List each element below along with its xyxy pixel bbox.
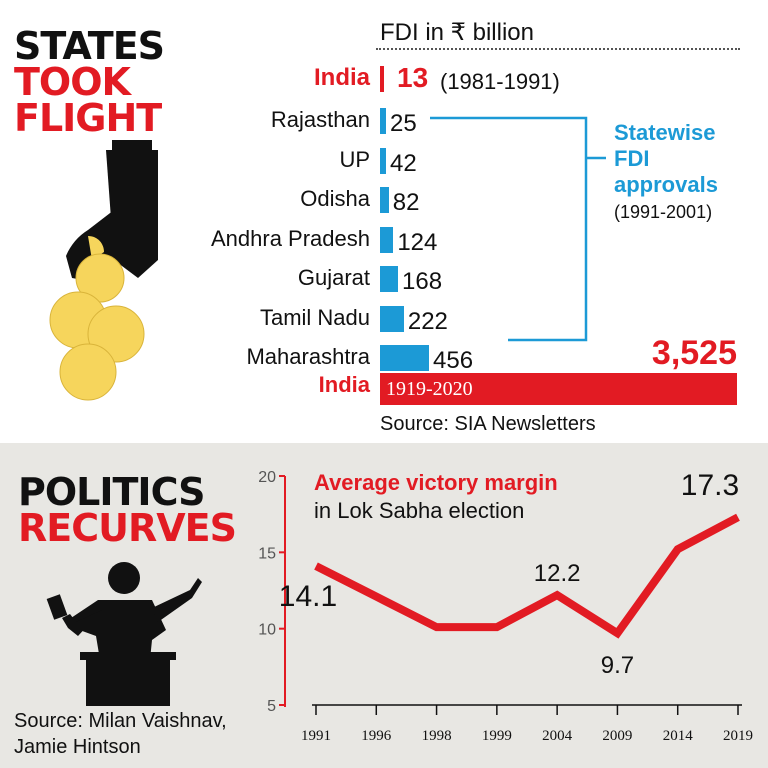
headline-line-2: TOOK (14, 60, 131, 104)
point-label: 12.2 (534, 560, 581, 587)
state-bar (380, 187, 389, 213)
fdi-title: FDI in ₹ billion (380, 19, 534, 46)
victory-margin-line (314, 513, 740, 639)
x-tick-label: 2014 (663, 728, 694, 744)
x-tick-label: 2004 (542, 728, 573, 744)
politics-headline-1: POLITICS (18, 470, 206, 514)
y-tick-label: 15 (258, 545, 276, 562)
india-label-1981: India (313, 64, 370, 91)
state-value: 124 (397, 228, 438, 256)
bracket-period: (1991-2001) (614, 202, 713, 222)
y-tick-label: 10 (258, 622, 276, 639)
politician-speaking-icon (46, 562, 202, 706)
india-1981-bar (380, 66, 384, 92)
state-value: 25 (390, 110, 417, 137)
y-tick-label: 20 (258, 469, 276, 486)
y-tick-label: 5 (267, 698, 276, 715)
state-label: Gujarat (297, 265, 370, 290)
x-tick-label: 1999 (482, 728, 512, 744)
state-bar (380, 345, 429, 371)
point-label: 14.1 (279, 580, 337, 613)
state-label: Andhra Pradesh (211, 225, 370, 251)
state-label: Tamil Nadu (259, 304, 370, 330)
state-label: UP (339, 146, 370, 172)
x-tick-label: 1991 (301, 728, 331, 744)
bracket-title-1: Statewise (614, 120, 716, 145)
state-value: 222 (407, 307, 448, 335)
state-value: 168 (402, 268, 443, 295)
state-bar (380, 108, 386, 134)
india-total-bar (380, 373, 737, 405)
india-label-total: India (318, 372, 370, 397)
state-value: 82 (392, 189, 420, 216)
x-tick-label: 1998 (422, 728, 452, 744)
india-total-value: 3,525 (651, 334, 737, 372)
source-bottom-1: Source: Milan Vaishnav, (14, 710, 227, 732)
line-chart: 20 15 10 5 1991 1996 1998 1999 2004 2009 2014 2019 1… (258, 469, 753, 744)
headline-line-3: FLIGHT (14, 96, 162, 140)
politics-headline-2: RECURVES (18, 506, 237, 550)
state-value: 42 (390, 149, 417, 177)
point-label: 9.7 (601, 652, 634, 679)
state-label: Maharashtra (246, 344, 370, 369)
state-bar (380, 305, 404, 332)
state-bar (380, 266, 399, 292)
line-chart-subtitle: in Lok Sabha election (314, 498, 525, 523)
state-label: Odisha (300, 186, 370, 211)
state-value: 456 (433, 347, 474, 374)
headline-line-1: STATES (14, 24, 165, 68)
bracket-connector (430, 116, 606, 342)
source-top: Source: SIA Newsletters (380, 413, 596, 435)
x-tick-label: 2009 (602, 728, 632, 744)
india-1981-period: (1981-1991) (440, 69, 560, 94)
state-label: Rajasthan (270, 107, 370, 132)
x-tick-label: 2019 (723, 728, 753, 744)
india-1981-value: 13 (397, 62, 429, 93)
hand-dropping-coins-icon (49, 140, 158, 401)
point-label: 17.3 (681, 469, 739, 502)
india-total-period: 1919-2020 (386, 378, 473, 400)
source-bottom-2: Jamie Hintson (14, 736, 141, 758)
line-chart-title: Average victory margin (314, 470, 558, 495)
state-bar (380, 147, 386, 174)
bracket-title-2: FDI (614, 146, 650, 171)
bracket-title-3: approvals (614, 172, 718, 197)
title-divider (376, 48, 740, 50)
x-tick-label: 1996 (361, 728, 392, 744)
state-bar (380, 226, 394, 253)
